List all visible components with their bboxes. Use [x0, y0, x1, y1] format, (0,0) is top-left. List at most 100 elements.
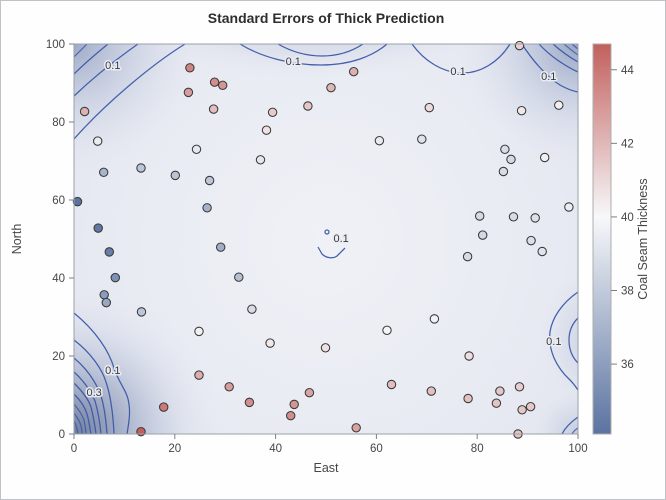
scatter-point — [110, 272, 121, 283]
contour-line — [571, 427, 578, 435]
scatter-point — [191, 144, 202, 155]
y-axis: 0 20 40 60 80 100 — [46, 39, 74, 441]
scatter-point — [255, 155, 266, 165]
scatter-point — [539, 152, 550, 163]
scatter-point — [517, 405, 527, 415]
contour-surface — [74, 44, 578, 434]
colorbar-gradient — [592, 43, 612, 435]
x-tick-label: 80 — [471, 443, 484, 455]
scatter-point — [474, 211, 485, 221]
contour-level-label: 0.1 — [286, 56, 301, 68]
y-axis-title: North — [10, 224, 24, 255]
scatter-point — [234, 272, 244, 282]
scatter-point — [170, 170, 181, 181]
x-tick-label: 100 — [568, 443, 587, 455]
scatter-point — [429, 314, 440, 324]
contour-level-label: 0.3 — [87, 387, 102, 399]
scatter-point — [217, 80, 228, 91]
scatter-point — [101, 297, 112, 308]
colorbar-ticks: 36 38 40 42 44 — [611, 65, 634, 371]
contour-line — [552, 43, 578, 63]
contour-line — [568, 317, 578, 364]
contour-line — [73, 43, 109, 75]
scatter-point — [136, 426, 146, 437]
scatter-point — [426, 386, 437, 396]
contour-line — [411, 43, 511, 74]
x-tick-label: 20 — [168, 443, 181, 455]
contour-level-label: 0.1 — [105, 60, 120, 72]
scatter-point — [183, 87, 194, 98]
scatter-point — [491, 398, 502, 408]
scatter-point — [99, 290, 109, 300]
scatter-point — [382, 325, 392, 336]
scatter-point — [495, 386, 505, 396]
scatter-point — [516, 105, 527, 116]
scatter-point — [417, 134, 427, 144]
scatter-point — [498, 166, 509, 177]
y-tick-label: 0 — [59, 429, 65, 441]
scatter-point — [564, 202, 574, 212]
x-axis: 0 20 40 60 80 100 — [71, 434, 588, 455]
colorbar-tick-label: 40 — [621, 212, 634, 224]
colorbar-tick-label: 38 — [621, 286, 634, 298]
scatter-point — [185, 63, 195, 73]
scatter-point — [265, 338, 275, 348]
contour-level-label: 0.1 — [105, 365, 120, 377]
scatter-point — [209, 77, 220, 87]
scatter-point — [202, 203, 212, 213]
scatter-points — [72, 40, 574, 439]
contour-line — [239, 43, 388, 66]
y-tick-label: 100 — [46, 39, 65, 51]
contour-level-label: 0.1 — [546, 336, 561, 348]
scatter-point — [92, 136, 103, 146]
scatter-point — [464, 351, 474, 361]
scatter-point — [537, 246, 547, 257]
contour-line — [73, 43, 186, 140]
scatter-point — [351, 423, 361, 433]
y-tick-label: 40 — [52, 273, 65, 285]
contour-line — [73, 412, 83, 435]
scatter-point — [506, 154, 516, 165]
scatter-point — [289, 399, 299, 410]
scatter-point — [79, 106, 90, 117]
contour-line — [73, 393, 92, 435]
contour-line — [538, 43, 578, 73]
scatter-point — [136, 307, 147, 317]
contour-line — [521, 43, 578, 93]
contour-line — [317, 246, 346, 259]
contour-line — [73, 43, 139, 97]
scatter-point — [98, 167, 109, 178]
scatter-point — [514, 382, 525, 392]
scatter-point — [158, 402, 169, 412]
scatter-point — [526, 235, 536, 246]
x-tick-label: 0 — [71, 443, 77, 455]
scatter-point — [261, 125, 272, 135]
scatter-point — [224, 382, 234, 392]
x-axis-title: East — [313, 461, 339, 475]
scatter-point — [326, 82, 336, 93]
scatter-point — [303, 101, 313, 111]
x-tick-label: 40 — [269, 443, 282, 455]
scatter-point — [208, 104, 219, 114]
x-tick-label: 60 — [370, 443, 383, 455]
scatter-point — [525, 401, 536, 412]
contour-line — [73, 371, 102, 435]
scatter-point — [500, 144, 510, 155]
contour-line — [73, 382, 97, 435]
scatter-point — [462, 251, 473, 262]
scatter-point — [463, 393, 473, 404]
chart-title: Standard Errors of Thick Prediction — [208, 10, 445, 26]
scatter-point — [215, 242, 226, 252]
scatter-point — [530, 213, 540, 223]
scatter-point — [514, 40, 525, 51]
contour-line — [561, 416, 578, 435]
scatter-point — [424, 102, 435, 113]
scatter-point — [194, 370, 204, 380]
contour-line — [324, 229, 330, 235]
scatter-point — [194, 326, 204, 337]
scatter-point — [93, 223, 103, 233]
scatter-point — [136, 163, 146, 173]
contour-line — [73, 403, 87, 435]
scatter-point — [244, 397, 255, 408]
